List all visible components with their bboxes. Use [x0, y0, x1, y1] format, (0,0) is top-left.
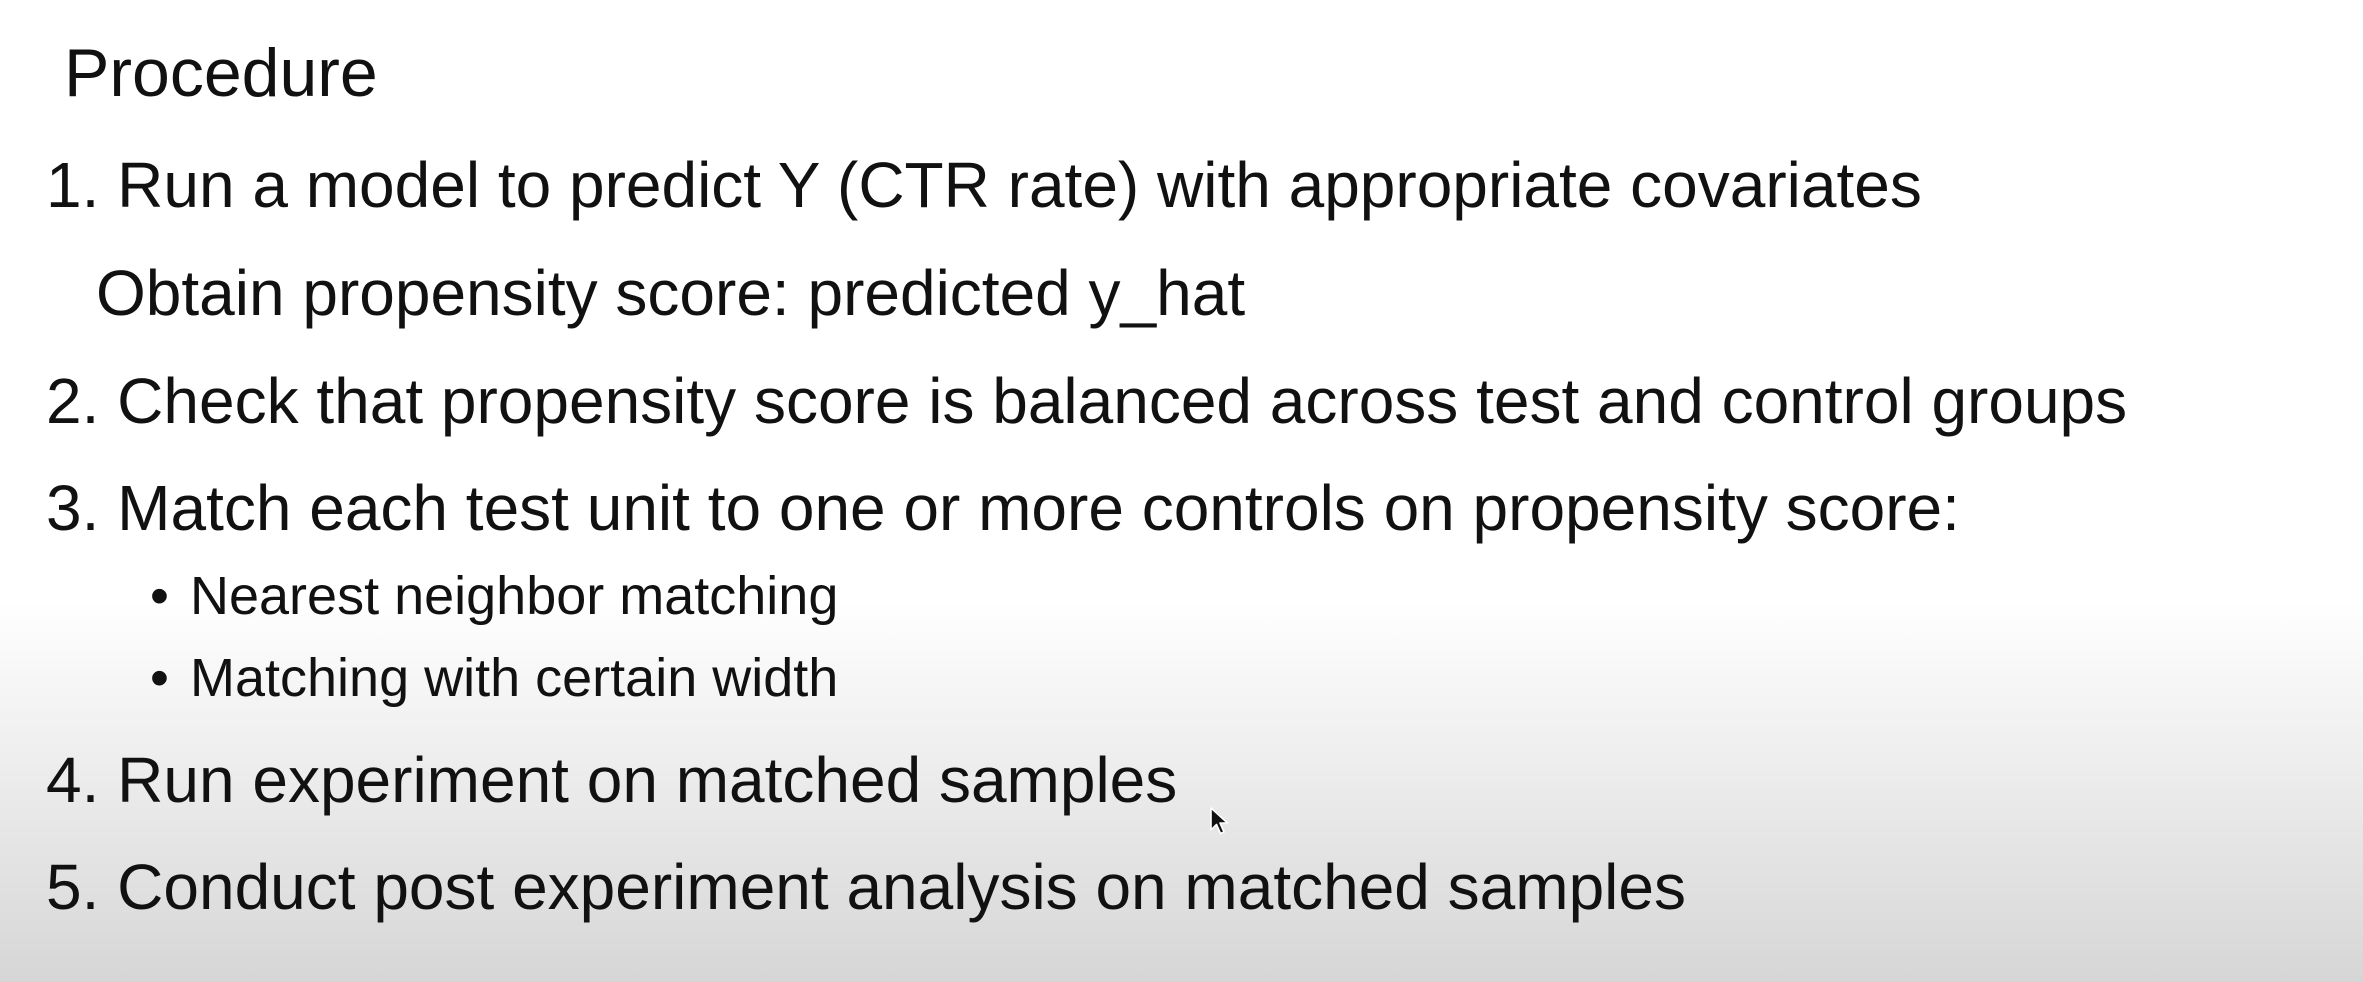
- step-4-text: Run experiment on matched samples: [117, 744, 1178, 816]
- bullet-dot: •: [150, 648, 169, 708]
- step-3-text: Match each test unit to one or more cont…: [117, 472, 1960, 544]
- step-3-number: 3.: [46, 472, 100, 544]
- slide-title: Procedure: [64, 35, 378, 111]
- bullet-item: • Nearest neighbor matching: [150, 560, 838, 632]
- step-1-text: Run a model to predict Y (CTR rate) with…: [117, 149, 1922, 221]
- step-5: 5. Conduct post experiment analysis on m…: [46, 842, 1686, 932]
- step-5-number: 5.: [46, 851, 100, 923]
- bullet-text: Matching with certain width: [190, 648, 839, 708]
- step-2-number: 2.: [46, 365, 100, 437]
- step-4: 4. Run experiment on matched samples: [46, 735, 1177, 825]
- step-2: 2. Check that propensity score is balanc…: [46, 356, 2127, 446]
- step-1-subtext: Obtain propensity score: predicted y_hat: [96, 257, 1246, 329]
- step-1: 1. Run a model to predict Y (CTR rate) w…: [46, 140, 1922, 230]
- step-3: 3. Match each test unit to one or more c…: [46, 463, 1960, 553]
- bullet-dot: •: [150, 566, 169, 626]
- step-1-number: 1.: [46, 149, 100, 221]
- bullet-item: • Matching with certain width: [150, 642, 838, 714]
- bullet-text: Nearest neighbor matching: [190, 566, 839, 626]
- step-2-text: Check that propensity score is balanced …: [117, 365, 2128, 437]
- step-4-number: 4.: [46, 744, 100, 816]
- mouse-pointer-icon: [1210, 807, 1229, 835]
- step-5-text: Conduct post experiment analysis on matc…: [117, 851, 1686, 923]
